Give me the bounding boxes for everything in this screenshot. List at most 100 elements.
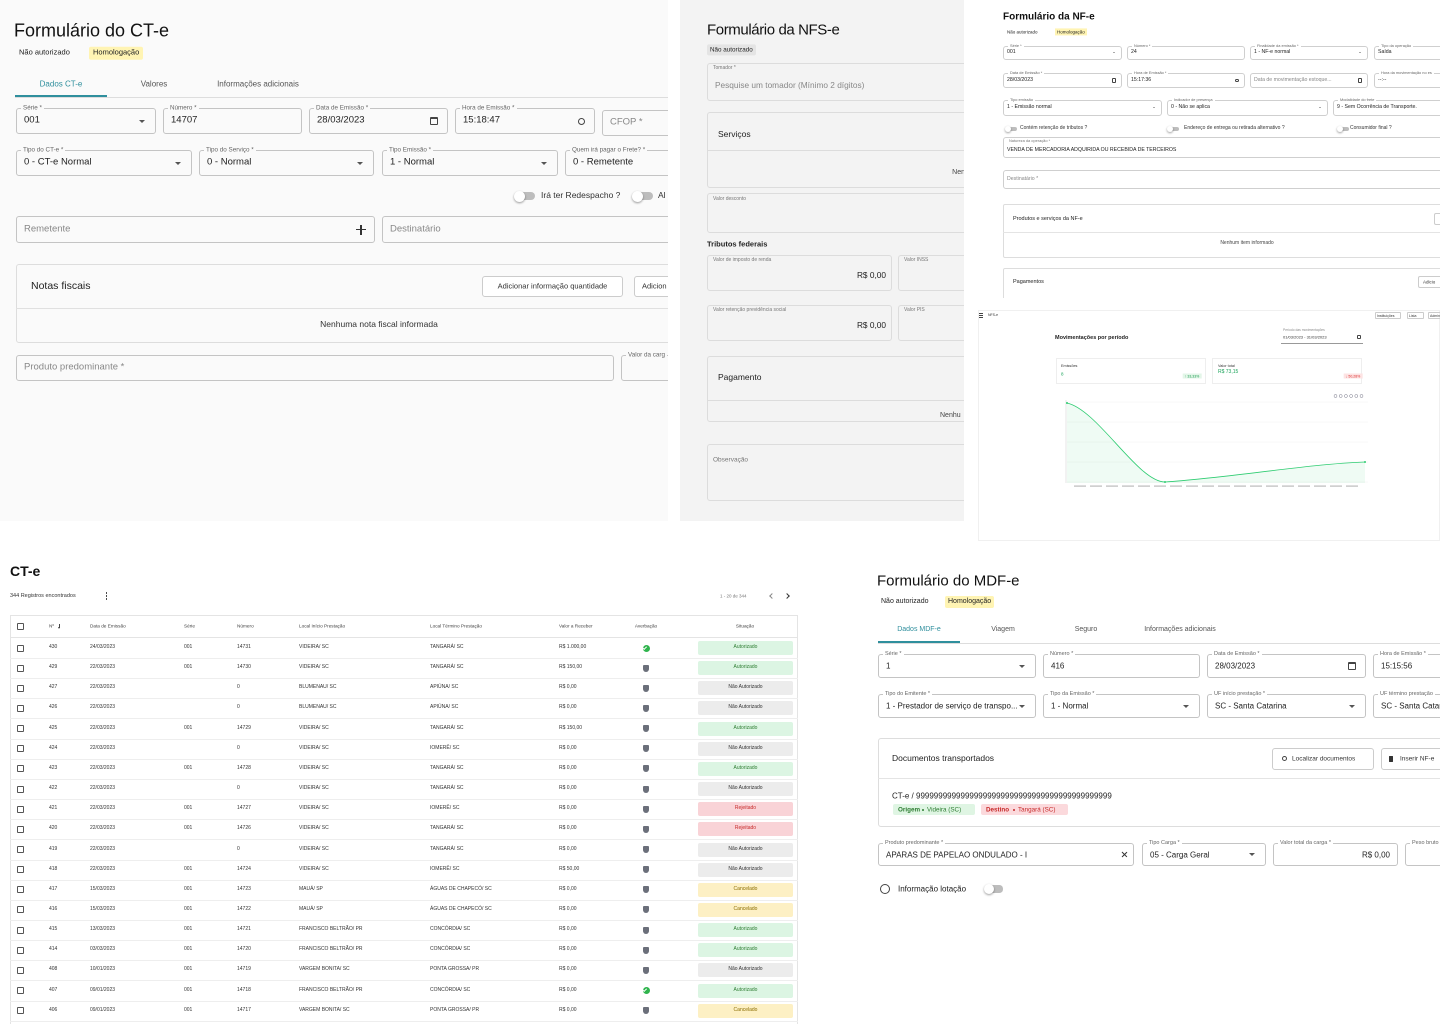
input-field[interactable] (16, 216, 375, 243)
input-field[interactable] (898, 305, 964, 341)
input-field[interactable] (1003, 137, 1440, 158)
input-field[interactable] (1333, 100, 1440, 116)
nav-button[interactable] (1428, 312, 1440, 319)
input-field[interactable] (1003, 73, 1122, 88)
averbacao-pending (643, 684, 649, 692)
checkbox[interactable] (17, 846, 24, 853)
input-field[interactable] (1207, 694, 1366, 718)
input-field[interactable] (707, 255, 892, 291)
field-value: 28/03/2023 (317, 114, 365, 126)
toggle-track[interactable] (633, 192, 653, 200)
checkbox[interactable] (17, 644, 24, 652)
input-field[interactable] (898, 255, 964, 291)
menu-icon-line (979, 317, 983, 318)
tab[interactable]: Seguro (1074, 625, 1098, 633)
tab[interactable]: Viagem (991, 625, 1015, 633)
toggle-track[interactable] (515, 192, 535, 200)
input-field[interactable] (878, 694, 1036, 718)
input-field[interactable] (1250, 73, 1368, 88)
checkbox[interactable] (17, 785, 24, 793)
button[interactable] (1272, 748, 1374, 770)
input-field[interactable] (878, 654, 1036, 678)
menu-dot[interactable] (105, 598, 107, 600)
toggle-track[interactable] (1338, 126, 1349, 132)
input-field[interactable] (1003, 170, 1440, 189)
checkbox[interactable] (17, 684, 24, 692)
menu-dot[interactable] (105, 595, 107, 597)
toggle-track[interactable] (1168, 126, 1179, 132)
checkbox[interactable] (17, 987, 24, 995)
input-field[interactable] (382, 150, 558, 176)
averbacao-pending (643, 906, 649, 914)
checkbox[interactable] (17, 745, 24, 753)
checkbox[interactable] (17, 825, 24, 833)
input-field[interactable] (382, 216, 668, 243)
tab[interactable]: Dados MDF-e (897, 625, 941, 633)
row-divider (10, 879, 798, 881)
input-field[interactable] (1207, 654, 1366, 678)
input-field[interactable] (707, 63, 964, 101)
input-field[interactable] (1405, 843, 1440, 866)
checkbox[interactable] (17, 622, 24, 630)
checkbox[interactable] (17, 926, 24, 934)
next-page[interactable] (784, 592, 790, 599)
input-field[interactable] (1043, 694, 1200, 718)
checkbox[interactable] (17, 704, 24, 712)
column-header: Valor a Receber (559, 623, 593, 629)
table-cell: TANGARÁ/ SC (430, 785, 464, 792)
input-field[interactable] (309, 108, 448, 134)
input-field[interactable] (163, 108, 302, 134)
nav-button[interactable] (1375, 312, 1401, 319)
input-field[interactable] (621, 355, 668, 381)
input-field[interactable] (1043, 654, 1200, 678)
input-field[interactable] (16, 108, 156, 134)
input-field[interactable] (1273, 843, 1398, 866)
table-cell: 422 (49, 785, 58, 792)
input-field[interactable] (1003, 100, 1162, 116)
input-field[interactable] (707, 444, 964, 501)
input-field[interactable] (16, 150, 192, 176)
tab[interactable]: Informações adicionais (217, 79, 299, 89)
checkbox[interactable] (17, 664, 24, 672)
checkbox[interactable] (17, 866, 24, 874)
tab[interactable]: Valores (140, 79, 168, 89)
input-field[interactable] (455, 108, 595, 134)
button[interactable] (634, 276, 668, 297)
button-label: Adicion (642, 281, 667, 291)
checkbox[interactable] (17, 805, 24, 813)
toggle-track[interactable] (1006, 126, 1017, 132)
checkbox[interactable] (17, 725, 24, 733)
button[interactable] (1418, 276, 1440, 288)
checkbox[interactable] (17, 886, 24, 894)
prev-page[interactable] (769, 592, 775, 599)
checkbox[interactable] (17, 765, 24, 773)
toggle-track[interactable] (985, 885, 1003, 893)
input-field[interactable] (1003, 46, 1122, 60)
nav-button[interactable] (1407, 312, 1424, 319)
tab[interactable]: Dados CT-e (39, 79, 83, 89)
button[interactable] (1381, 748, 1440, 770)
tab[interactable]: Informações adicionais (1144, 625, 1216, 633)
input-field[interactable] (199, 150, 374, 176)
input-field[interactable] (602, 110, 668, 136)
input-field[interactable] (707, 193, 964, 233)
input-field[interactable] (1142, 843, 1266, 866)
input-field[interactable] (1127, 46, 1245, 60)
input-field[interactable] (707, 305, 892, 341)
table-cell: 14727 (237, 805, 251, 812)
input-field[interactable] (1127, 73, 1245, 88)
checkbox[interactable] (17, 966, 24, 974)
input-field[interactable] (878, 843, 1134, 866)
checkbox[interactable] (17, 1007, 24, 1015)
table-cell: R$ 0,00 (559, 946, 577, 953)
toggle-label: Contém retenção de tributos ? (1020, 125, 1088, 132)
button[interactable] (1434, 213, 1440, 225)
input-field[interactable] (1167, 100, 1328, 116)
input-field[interactable] (1250, 46, 1368, 60)
field-label: Número * (1132, 42, 1153, 49)
checkbox[interactable] (17, 946, 24, 954)
menu-dot[interactable] (105, 592, 107, 594)
input-field[interactable] (16, 355, 614, 381)
checkbox[interactable] (17, 906, 24, 914)
button[interactable] (482, 276, 623, 297)
